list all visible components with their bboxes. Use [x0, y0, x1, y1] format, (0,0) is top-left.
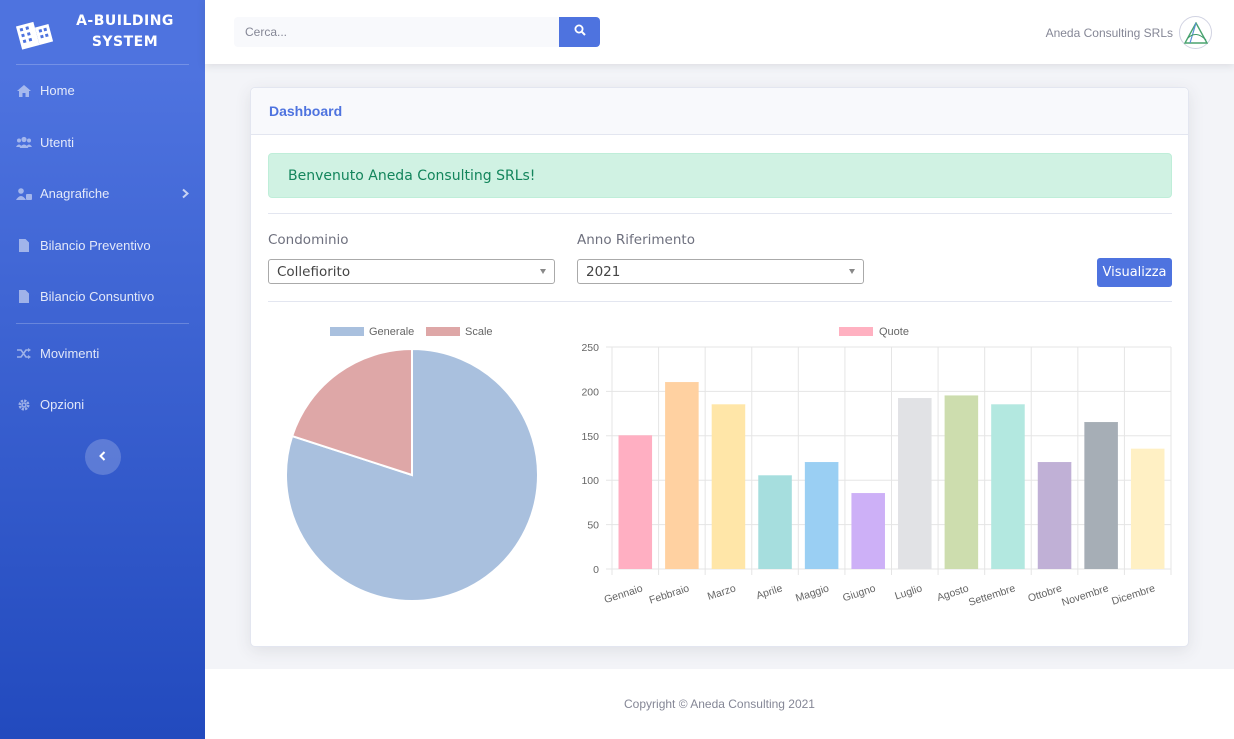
x-tick-label: Marzo: [706, 582, 738, 602]
y-tick-label: 50: [587, 520, 599, 532]
sidebar-item-bilancio-consuntivo[interactable]: Bilancio Consuntivo: [0, 271, 205, 323]
sidebar-item-utenti[interactable]: Utenti: [0, 117, 205, 169]
footer: Copyright © Aneda Consulting 2021: [205, 669, 1234, 739]
bar-luglio[interactable]: [898, 398, 932, 569]
x-tick-label: Gennaio: [603, 582, 645, 606]
sidebar-item-label: Opzioni: [40, 397, 85, 413]
home-icon: [16, 84, 32, 98]
bar-giugno[interactable]: [851, 493, 885, 569]
bar-legend: Quote: [839, 326, 909, 338]
bar-chart: Quote 0 50 100 150 200 250 Gennaio Febbraio Marzo…: [581, 326, 1172, 609]
condominio-select[interactable]: Collefiorito: [268, 259, 555, 284]
sidebar-divider: [16, 322, 189, 324]
y-tick-label: 150: [581, 431, 599, 443]
bar-aprile[interactable]: [758, 475, 792, 569]
file-icon: [16, 290, 32, 304]
sidebar-item-label: Bilancio Consuntivo: [40, 289, 155, 305]
sidebar-item-label: Home: [40, 83, 75, 99]
y-tick-label: 200: [581, 386, 599, 398]
pie-chart: Generale Scale: [285, 326, 539, 602]
brand-name: A-BUILDING SYSTEM: [70, 11, 180, 53]
random-icon: [16, 346, 32, 360]
x-tick-label: Aprile: [755, 582, 784, 602]
anno-label: Anno Riferimento: [577, 232, 695, 248]
topbar: Aneda Consulting SRLs: [205, 0, 1234, 64]
condominio-value: Collefiorito: [277, 263, 351, 280]
legend-swatch: [426, 327, 460, 336]
anno-value: 2021: [586, 263, 621, 280]
sidebar: A-BUILDING SYSTEM Home Utenti Anagrafich…: [0, 0, 205, 739]
x-tick-label: Settembre: [967, 582, 1017, 608]
sidebar-item-label: Anagrafiche: [40, 186, 110, 202]
bar-settembre[interactable]: [991, 404, 1025, 569]
bar-maggio[interactable]: [804, 462, 839, 569]
bar-dicembre[interactable]: [1130, 449, 1165, 569]
legend-label: Scale: [465, 326, 493, 338]
dashboard-card: Dashboard Benvenuto Aneda Consulting SRL…: [250, 87, 1189, 647]
legend-swatch: [330, 327, 364, 336]
x-tick-label: Agosto: [935, 582, 970, 604]
welcome-alert: Benvenuto Aneda Consulting SRLs!: [268, 153, 1172, 198]
caret-down-icon: [540, 269, 546, 274]
chevron-left-icon: [99, 448, 106, 466]
bar-ottobre[interactable]: [1037, 462, 1072, 569]
sidebar-item-label: Bilancio Preventivo: [40, 237, 151, 253]
card-header: Dashboard: [251, 88, 1188, 135]
sidebar-item-opzioni[interactable]: Opzioni: [0, 379, 205, 431]
building-icon: [12, 12, 56, 52]
y-tick-label: 0: [593, 564, 599, 576]
search-input[interactable]: [234, 17, 559, 47]
legend-label: Quote: [879, 326, 909, 338]
sidebar-item-anagrafiche[interactable]: Anagrafiche: [0, 168, 205, 220]
bar-marzo[interactable]: [711, 404, 746, 569]
card-title: Dashboard: [269, 103, 343, 119]
x-tick-label: Ottobre: [1026, 582, 1063, 604]
user-tie-icon: [16, 187, 32, 201]
x-tick-label: Maggio: [794, 582, 831, 604]
divider: [268, 213, 1172, 214]
copyright-text: Copyright © Aneda Consulting 2021: [624, 697, 815, 711]
condominio-label: Condominio: [268, 232, 349, 248]
x-tick-label: Novembre: [1060, 582, 1110, 608]
user-name: Aneda Consulting SRLs: [1045, 25, 1173, 40]
x-tick-label: Luglio: [893, 582, 924, 602]
sidebar-toggle-button[interactable]: [84, 438, 121, 475]
x-tick-label: Febbraio: [648, 582, 691, 606]
brand[interactable]: A-BUILDING SYSTEM: [0, 0, 205, 64]
bar-gennaio[interactable]: [618, 435, 653, 569]
sidebar-item-movimenti[interactable]: Movimenti: [0, 328, 205, 380]
y-tick-label: 250: [581, 342, 599, 354]
bar-novembre[interactable]: [1084, 422, 1118, 569]
bar-febbraio[interactable]: [665, 382, 699, 569]
x-tick-label: Giugno: [841, 582, 877, 604]
divider: [268, 301, 1172, 302]
pie-legend: Generale Scale: [330, 326, 493, 338]
avatar: [1179, 16, 1212, 49]
pie-slice-scale[interactable]: [290, 347, 413, 477]
chevron-right-icon: [182, 186, 190, 201]
user-menu[interactable]: Aneda Consulting SRLs: [1046, 16, 1212, 49]
y-tick-label: 100: [581, 475, 599, 487]
sidebar-item-home[interactable]: Home: [0, 65, 205, 117]
brand-line-1: A-BUILDING: [76, 13, 174, 29]
cog-icon: [16, 398, 32, 412]
anno-select[interactable]: 2021: [577, 259, 864, 284]
sidebar-item-bilancio-preventivo[interactable]: Bilancio Preventivo: [0, 220, 205, 272]
bar-agosto[interactable]: [944, 395, 979, 569]
search-button[interactable]: [559, 17, 600, 47]
caret-down-icon: [849, 269, 855, 274]
search-bar: [234, 17, 600, 47]
legend-swatch: [839, 327, 873, 336]
visualizza-button[interactable]: Visualizza: [1097, 258, 1172, 287]
users-icon: [16, 135, 32, 149]
sidebar-item-label: Movimenti: [40, 345, 100, 361]
search-icon: [574, 23, 586, 41]
sidebar-divider: [16, 64, 189, 65]
sidebar-item-label: Utenti: [40, 134, 74, 150]
file-icon: [16, 238, 32, 252]
x-tick-label: Dicembre: [1110, 582, 1157, 607]
legend-label: Generale: [369, 326, 414, 338]
brand-line-2: SYSTEM: [91, 34, 159, 50]
